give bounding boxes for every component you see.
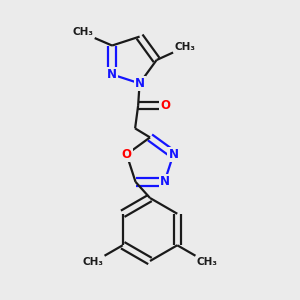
Text: O: O bbox=[122, 148, 132, 161]
Text: N: N bbox=[168, 148, 178, 161]
Text: CH₃: CH₃ bbox=[82, 257, 103, 267]
Text: N: N bbox=[160, 176, 170, 188]
Text: O: O bbox=[160, 99, 170, 112]
Text: N: N bbox=[107, 68, 117, 81]
Text: CH₃: CH₃ bbox=[73, 27, 94, 38]
Text: CH₃: CH₃ bbox=[197, 257, 218, 267]
Text: CH₃: CH₃ bbox=[174, 42, 195, 52]
Text: N: N bbox=[135, 77, 145, 90]
